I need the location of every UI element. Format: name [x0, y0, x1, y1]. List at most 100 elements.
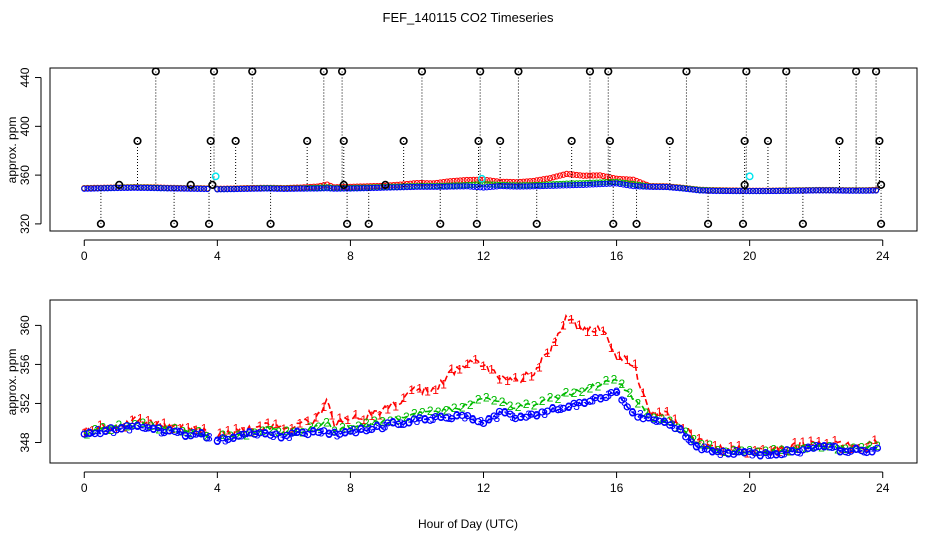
bottom-series-1-label: 1 [456, 362, 463, 376]
bottom-series-2-label: 2 [371, 414, 378, 428]
bottom-series-1-label: 1 [768, 444, 775, 458]
top-series-3-point [363, 185, 371, 192]
top-series-3-point [84, 185, 91, 192]
top-data-marks [81, 67, 886, 229]
top-series-1-point [570, 171, 577, 178]
top-series-3-point [503, 183, 510, 190]
top-series-1-point [573, 171, 580, 179]
bottom-series-2-label: 2 [563, 386, 570, 400]
bottom-series-3-point [176, 427, 184, 436]
bottom-series-1-label: 1 [225, 424, 232, 438]
bottom-series-2-label: 2 [746, 443, 753, 457]
top-outlier-point [876, 180, 886, 189]
top-series-3-point [230, 186, 238, 193]
bottom-series-3-label: 3 [717, 447, 724, 461]
top-series-3-point [487, 183, 494, 191]
top-series-3-point [749, 187, 757, 195]
bottom-series-2-label: 2 [690, 433, 697, 447]
top-series-1-point [437, 179, 444, 186]
bottom-series-3-label: 3 [198, 426, 205, 440]
bottom-series-1-label: 1 [816, 435, 823, 449]
top-series-1-point [497, 178, 504, 185]
bottom-series-2-label: 2 [491, 393, 498, 407]
top-series-3-point [553, 182, 560, 189]
bottom-series-2-label: 2 [587, 381, 594, 395]
bottom-y-axis-label: approx. ppm [5, 349, 19, 416]
bottom-series-3-label: 3 [158, 426, 165, 440]
bottom-series-2-label: 2 [315, 420, 322, 434]
bottom-series-3-label: 3 [390, 415, 397, 429]
top-series-3-point [716, 187, 723, 195]
top-series-3-point [583, 181, 590, 188]
top-series-3-point [277, 185, 284, 192]
top-series-3-point [350, 185, 357, 192]
bottom-series-3-label: 3 [533, 409, 540, 423]
bottom-series-1-label: 1 [281, 422, 288, 436]
top-series-3-point [490, 183, 497, 190]
bottom-series-1-label: 1 [304, 414, 311, 428]
top-series-2-point [566, 180, 574, 187]
bottom-series-1-label: 1 [568, 312, 575, 326]
top-series-3-point [440, 183, 447, 190]
top-outlier-point [632, 219, 641, 229]
bottom-series-3-label: 3 [150, 422, 157, 436]
top-outlier-point [798, 219, 807, 229]
top-series-2-point [573, 180, 580, 187]
bottom-series-3-label: 3 [709, 444, 716, 458]
top-series-1-point [543, 175, 550, 182]
top-outlier-point [339, 136, 348, 146]
bottom-series-1-label: 1 [360, 413, 367, 427]
bottom-series-1-label: 1 [312, 410, 319, 424]
top-series-3-point [480, 184, 487, 191]
bottom-series-1-label: 1 [217, 426, 224, 440]
bottom-series-1-label: 1 [384, 402, 391, 416]
top-series-3-point [310, 185, 317, 192]
bottom-series-1-label: 1 [376, 408, 383, 422]
top-outlier-point [605, 136, 615, 146]
top-series-3-point [756, 187, 763, 195]
top-y-tick-label: 320 [18, 214, 32, 234]
bottom-y-axis: 348 352 356 360 [18, 315, 42, 453]
top-series-3-point [151, 185, 158, 192]
top-outlier-point [339, 180, 348, 189]
top-x-tick-label: 8 [347, 249, 354, 263]
bottom-series-2-label: 2 [762, 444, 769, 458]
bottom-series-3-point [868, 448, 876, 456]
bottom-series-2-label: 2 [283, 424, 290, 438]
top-series-3-point [347, 185, 354, 192]
bottom-series-3-label: 3 [589, 394, 596, 408]
bottom-series-3-label: 3 [190, 427, 197, 441]
top-series-3-point [237, 185, 244, 193]
top-series-3-point [833, 187, 840, 194]
bottom-series-2-label: 2 [666, 414, 673, 428]
top-series-3-point [407, 183, 414, 191]
bottom-series-3-label: 3 [629, 405, 636, 419]
top-series-3-point [131, 184, 138, 191]
top-series-3-point [104, 185, 111, 192]
bottom-x-tick-label: 0 [81, 481, 88, 495]
top-series-3-point [403, 184, 411, 191]
bottom-series-1-label: 1 [704, 437, 711, 451]
bottom-series-3-label: 3 [861, 444, 868, 458]
bottom-series-1-label: 1 [632, 357, 639, 371]
bottom-series-1-label: 1 [440, 377, 447, 391]
top-series-3-point [786, 187, 793, 194]
top-series-2-point [580, 180, 587, 187]
bottom-series-3-point [666, 421, 674, 429]
top-outlier-point [319, 67, 328, 76]
bottom-series-1-label: 1 [432, 383, 439, 397]
top-series-3-point [623, 181, 630, 189]
bottom-series-2-label: 2 [459, 400, 466, 414]
bottom-series-3-label: 3 [126, 423, 133, 437]
top-outlier-point [871, 67, 881, 76]
top-series-3-point [546, 182, 554, 189]
top-series-3-point [753, 187, 760, 195]
bottom-series-3-point [682, 433, 690, 441]
bottom-series-3-label: 3 [661, 415, 668, 429]
top-series-3-point [580, 181, 587, 188]
top-outlier-point [875, 136, 884, 146]
top-series-3-point [806, 187, 813, 194]
bottom-series-1-label: 1 [408, 383, 415, 397]
bottom-series-2-label: 2 [874, 439, 881, 453]
bottom-series-3-label: 3 [366, 422, 373, 436]
